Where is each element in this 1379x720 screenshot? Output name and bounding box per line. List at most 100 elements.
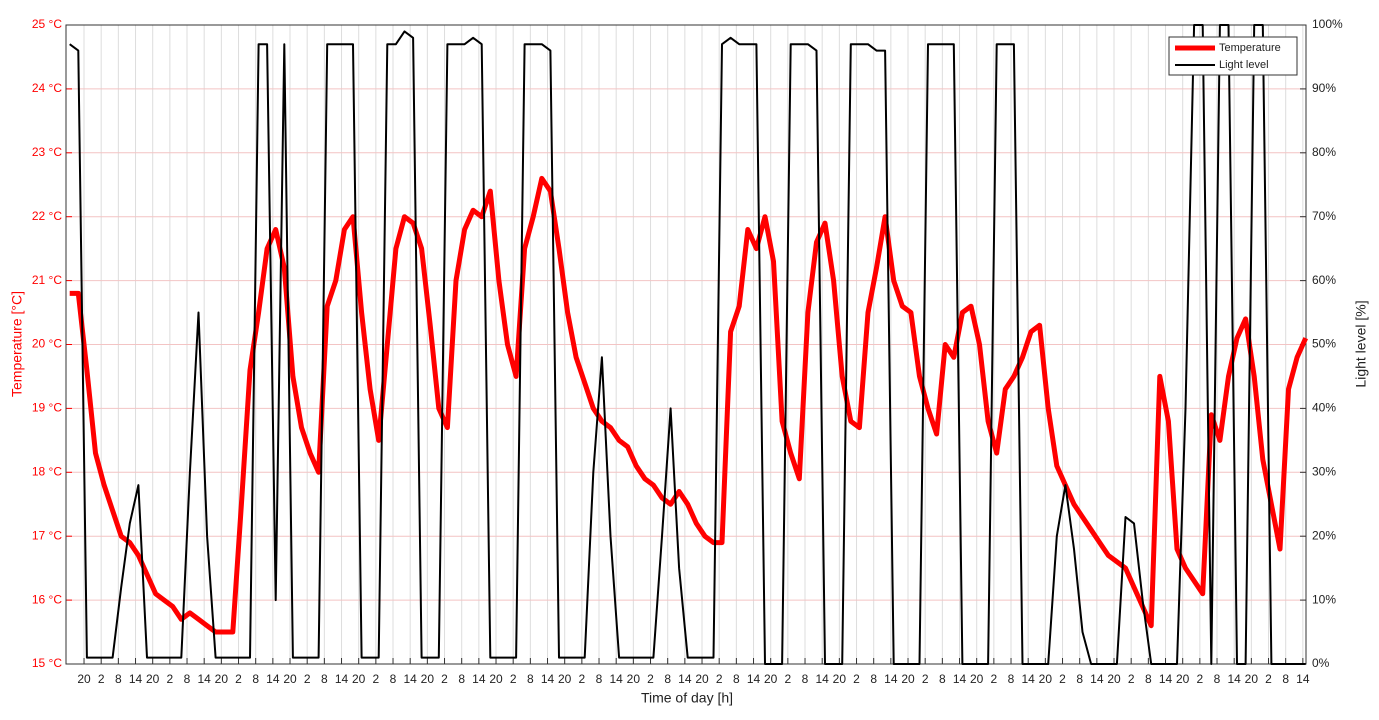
x-tick-label: 2 [441,672,448,686]
x-tick-label: 20 [558,672,572,686]
x-tick-label: 2 [1265,672,1272,686]
x-tick-label: 8 [458,672,465,686]
x-tick-label: 2 [716,672,723,686]
y2-tick-label: 30% [1312,464,1336,478]
x-tick-label: 20 [764,672,778,686]
legend-label: Temperature [1219,42,1281,54]
x-tick-label: 2 [991,672,998,686]
x-tick-label: 14 [953,672,967,686]
x-tick-label: 20 [146,672,160,686]
y2-tick-label: 60% [1312,273,1336,287]
x-tick-label: 8 [321,672,328,686]
x-tick-label: 14 [816,672,830,686]
plot-frame [65,24,1307,665]
x-tick-label: 8 [1076,672,1083,686]
x-tick-label: 8 [1214,672,1221,686]
x-tick-label: 20 [695,672,709,686]
x-tick-label: 8 [1282,672,1289,686]
x-tick-label: 8 [1145,672,1152,686]
y2-tick-label: 40% [1312,401,1336,415]
y-tick-label: 21 °C [32,273,62,287]
x-tick-label: 2 [510,672,517,686]
x-tick-label: 14 [404,672,418,686]
x-tick-label: 2 [922,672,929,686]
y-tick-label: 23 °C [32,145,62,159]
x-tick-label: 20 [77,672,91,686]
y2-tick-label: 50% [1312,337,1336,351]
x-tick-label: 2 [167,672,174,686]
x-tick-label: 14 [198,672,212,686]
y2-tick-label: 90% [1312,81,1336,95]
x-tick-label: 14 [747,672,761,686]
x-tick-label: 20 [833,672,847,686]
x-tick-label: 14 [1090,672,1104,686]
x-tick-label: 20 [352,672,366,686]
x-tick-label: 8 [870,672,877,686]
x-tick-label: 8 [527,672,534,686]
y-tick-label: 20 °C [32,337,62,351]
y-tick-label: 16 °C [32,592,62,606]
x-tick-label: 2 [1059,672,1066,686]
x-tick-label: 20 [283,672,297,686]
x-tick-label: 2 [1128,672,1135,686]
x-tick-label: 20 [1107,672,1121,686]
legend-label: Light level [1219,59,1269,71]
x-tick-label: 20 [1245,672,1259,686]
x-tick-label: 2 [579,672,586,686]
x-tick-label: 20 [489,672,503,686]
x-tick-label: 8 [252,672,259,686]
x-tick-label: 20 [1039,672,1053,686]
y2-tick-label: 0% [1312,656,1330,670]
x-tick-label: 2 [304,672,311,686]
y2-tick-label: 100% [1312,17,1343,31]
x-tick-label: 8 [802,672,809,686]
y-tick-label: 25 °C [32,17,62,31]
y2-tick-label: 80% [1312,145,1336,159]
x-tick-label: 20 [627,672,641,686]
x-tick-label: 14 [610,672,624,686]
x-axis-label: Time of day [h] [641,690,733,706]
y-tick-label: 18 °C [32,464,62,478]
y2-tick-label: 10% [1312,592,1336,606]
legend-box [1168,36,1298,76]
x-tick-label: 20 [1176,672,1190,686]
x-tick-label: 14 [1159,672,1173,686]
y-tick-label: 19 °C [32,401,62,415]
x-tick-label: 14 [884,672,898,686]
y-tick-label: 24 °C [32,81,62,95]
x-tick-label: 20 [901,672,915,686]
y-tick-label: 17 °C [32,528,62,542]
x-tick-label: 14 [541,672,555,686]
y-tick-label: 22 °C [32,209,62,223]
x-tick-label: 14 [472,672,486,686]
y2-tick-label: 20% [1312,528,1336,542]
series-line [69,24,1306,665]
x-tick-label: 20 [970,672,984,686]
x-tick-label: 2 [98,672,105,686]
x-tick-label: 8 [939,672,946,686]
x-tick-label: 14 [1296,672,1310,686]
x-tick-label: 14 [1022,672,1036,686]
x-tick-label: 8 [596,672,603,686]
y-axis-label: Temperature [°C] [9,291,25,397]
y-tick-label: 15 °C [32,656,62,670]
x-tick-label: 20 [421,672,435,686]
x-tick-label: 14 [266,672,280,686]
x-tick-label: 8 [733,672,740,686]
x-tick-label: 2 [1197,672,1204,686]
y2-axis-label: Light level [%] [1353,300,1369,387]
x-tick-label: 14 [129,672,143,686]
x-tick-label: 8 [115,672,122,686]
x-tick-label: 14 [1228,672,1242,686]
x-tick-label: 8 [1008,672,1015,686]
x-tick-label: 8 [390,672,397,686]
x-tick-label: 2 [647,672,654,686]
x-tick-label: 2 [853,672,860,686]
y2-tick-label: 70% [1312,209,1336,223]
x-tick-label: 8 [184,672,191,686]
x-tick-label: 2 [373,672,380,686]
x-tick-label: 2 [235,672,242,686]
x-tick-label: 8 [664,672,671,686]
